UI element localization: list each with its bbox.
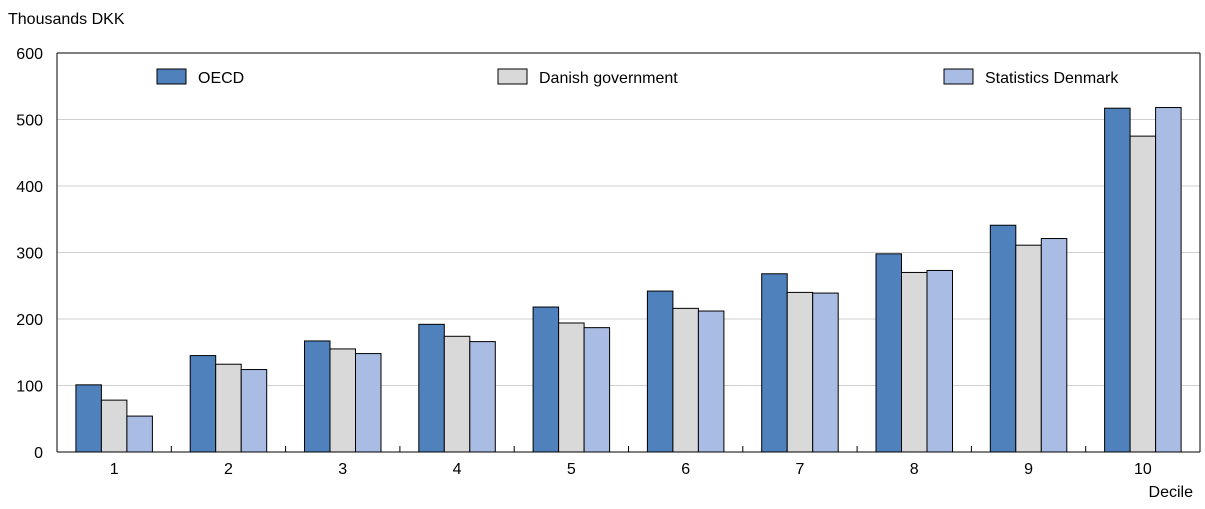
bar (329, 348, 356, 453)
x-tick-label: 3 (338, 461, 347, 478)
bar (697, 310, 725, 453)
bar (1155, 107, 1182, 453)
bar (786, 291, 814, 453)
x-tick-label: 9 (1024, 461, 1033, 478)
bar (1104, 107, 1131, 453)
bar (126, 415, 153, 453)
bar (583, 327, 611, 453)
bar (646, 290, 674, 453)
y-tick-label: 300 (16, 246, 43, 263)
bar (901, 271, 928, 453)
bar (1040, 238, 1068, 453)
y-tick-label: 600 (16, 46, 43, 63)
x-tick-label: 4 (453, 461, 462, 478)
y-tick-label: 200 (16, 312, 43, 329)
x-tick-label: 8 (910, 461, 919, 478)
bar (189, 355, 217, 453)
bar (1129, 135, 1157, 453)
legend-swatch (943, 68, 974, 85)
bar (558, 322, 585, 453)
y-tick-label: 100 (16, 379, 43, 396)
bar (75, 384, 102, 453)
bar (761, 273, 788, 453)
bar (532, 306, 560, 453)
x-tick-label: 2 (224, 461, 233, 478)
legend-label: OECD (198, 70, 244, 87)
bar (1015, 244, 1042, 453)
x-tick-label: 6 (681, 461, 690, 478)
bar (418, 323, 445, 453)
bar (672, 307, 699, 453)
bar (875, 253, 902, 453)
legend-label: Statistics Denmark (985, 70, 1119, 87)
bar (443, 335, 471, 453)
x-tick-label: 10 (1134, 461, 1152, 478)
y-tick-label: 0 (34, 445, 43, 462)
y-axis-label: Thousands DKK (8, 11, 125, 28)
bar (355, 353, 382, 453)
bars (75, 107, 1182, 453)
bar (304, 340, 331, 453)
x-axis-label: Decile (1149, 484, 1194, 501)
x-tick-label: 5 (567, 461, 576, 478)
bar (215, 363, 242, 453)
legend-swatch (497, 68, 528, 85)
x-tick-label: 1 (110, 461, 119, 478)
bar (812, 292, 839, 453)
y-tick-label: 500 (16, 113, 43, 130)
bar (989, 224, 1017, 453)
axes: 0 100 200 300 400 500 600 1 2 3 4 5 6 7 8 9 10 (16, 46, 1201, 478)
y-tick-label: 400 (16, 179, 43, 196)
bar (469, 341, 496, 453)
legend-label: Danish government (539, 70, 678, 87)
legend-swatch (156, 68, 187, 85)
bar (240, 369, 268, 453)
bar (926, 269, 953, 453)
bar (100, 399, 128, 453)
legend: OECD Danish government Statistics Denmark (156, 68, 1119, 87)
x-tick-label: 7 (795, 461, 804, 478)
